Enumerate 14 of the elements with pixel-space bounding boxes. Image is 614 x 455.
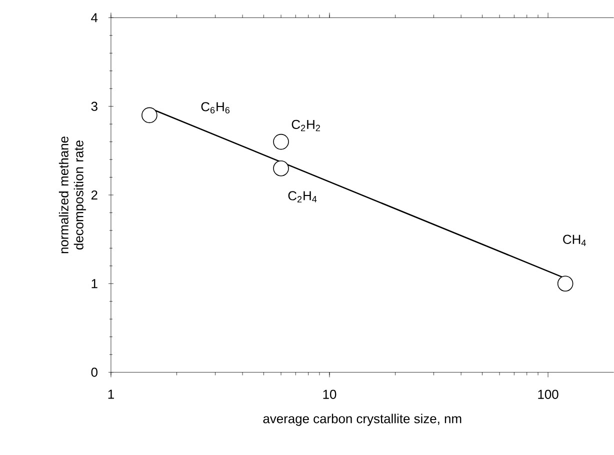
y-axis-title: normalized methane decomposition rate xyxy=(58,136,86,254)
x-axis-title: average carbon crystallite size, nm xyxy=(263,414,462,426)
y-tick-label: 1 xyxy=(92,279,98,288)
x-tick-label: 10 xyxy=(323,390,336,400)
x-tick-label: 1 xyxy=(108,390,114,399)
annotation: C$_{2}$H$_{2}$ xyxy=(292,120,320,132)
annotation: C$_{2}$H$_{4}$ xyxy=(288,191,317,202)
y-tick-label: 3 xyxy=(91,102,98,111)
y-tick-label: 4 xyxy=(91,13,98,22)
y-tick-label: 2 xyxy=(91,190,98,200)
x-tick-label: 100 xyxy=(538,390,558,400)
annotation: CH$_{4}$ xyxy=(563,234,586,246)
y-tick-label: 0 xyxy=(91,368,98,377)
annotation: C$_{6}$H$_{6}$ xyxy=(201,102,230,114)
